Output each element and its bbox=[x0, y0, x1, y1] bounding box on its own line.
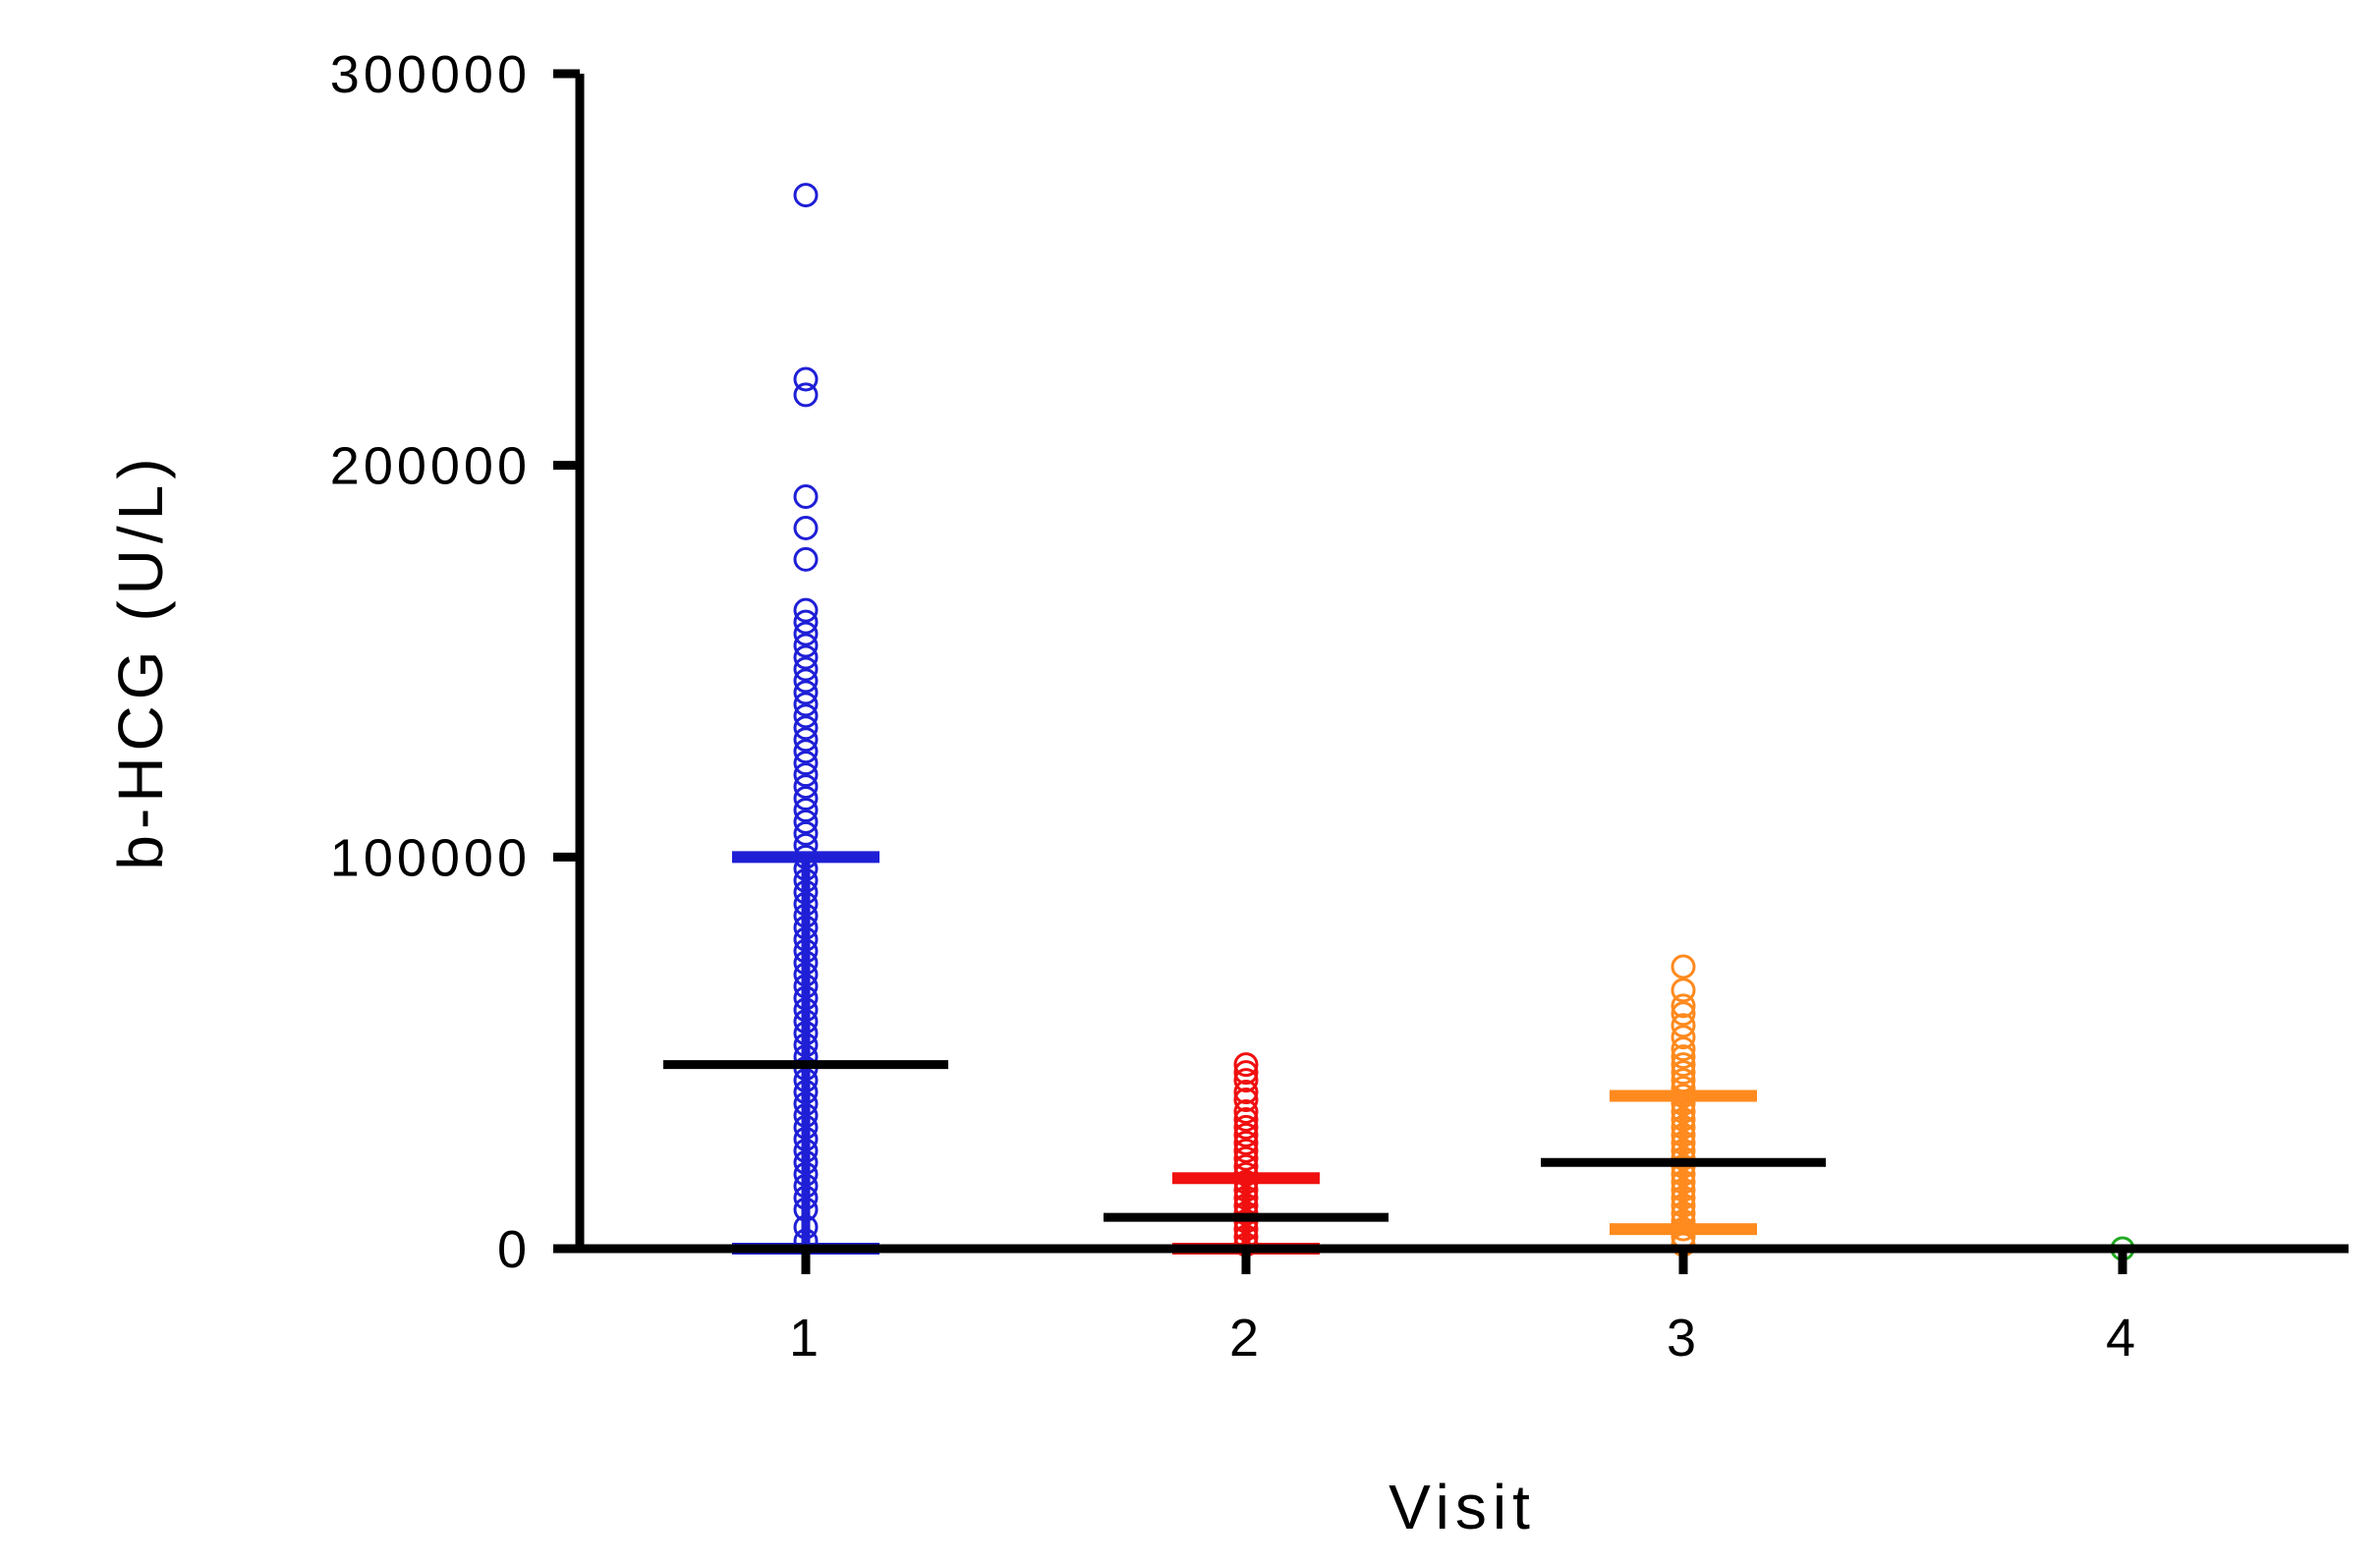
data-points bbox=[793, 183, 2135, 1261]
data-point bbox=[793, 809, 819, 834]
data-point bbox=[1233, 1146, 1259, 1171]
x-axis-title: Visit bbox=[1388, 1472, 1536, 1542]
data-point bbox=[793, 715, 819, 741]
data-point bbox=[1233, 1130, 1259, 1155]
data-point bbox=[1671, 978, 1696, 1003]
ticks: 0 100000 200000 300000 1 2 3 4 bbox=[330, 45, 2139, 1368]
data-point bbox=[793, 597, 819, 623]
x-tick-label: 3 bbox=[1667, 1309, 1700, 1368]
data-point bbox=[1233, 1060, 1259, 1086]
data-point bbox=[793, 762, 819, 788]
data-point bbox=[793, 703, 819, 729]
y-tick-label: 100000 bbox=[330, 828, 531, 887]
data-point bbox=[793, 797, 819, 822]
data-point bbox=[793, 621, 819, 646]
data-point bbox=[793, 609, 819, 635]
y-axis-title: b-HCG (U/L) bbox=[105, 452, 176, 869]
data-point bbox=[1233, 1052, 1259, 1078]
data-point bbox=[1233, 1122, 1259, 1147]
data-point bbox=[1233, 1106, 1259, 1132]
data-point bbox=[1233, 1080, 1259, 1105]
y-tick-label: 200000 bbox=[330, 437, 531, 496]
data-point bbox=[793, 515, 819, 540]
data-point bbox=[793, 656, 819, 682]
data-point bbox=[1671, 1013, 1696, 1038]
data-point bbox=[1671, 1052, 1696, 1078]
x-tick-label: 2 bbox=[1229, 1309, 1263, 1368]
data-point bbox=[793, 820, 819, 846]
data-point bbox=[1671, 1044, 1696, 1070]
data-point bbox=[793, 183, 819, 208]
data-point bbox=[1671, 1025, 1696, 1050]
data-point bbox=[793, 366, 819, 392]
data-point bbox=[793, 774, 819, 800]
data-point bbox=[793, 644, 819, 670]
x-tick-label: 1 bbox=[789, 1309, 822, 1368]
data-point bbox=[793, 751, 819, 776]
data-point bbox=[793, 668, 819, 694]
data-point bbox=[1233, 1114, 1259, 1140]
data-point bbox=[1671, 1060, 1696, 1086]
y-tick-label: 0 bbox=[497, 1220, 531, 1279]
data-point bbox=[793, 680, 819, 705]
data-point bbox=[1671, 954, 1696, 979]
axes bbox=[553, 74, 2349, 1254]
y-tick-label: 300000 bbox=[330, 45, 531, 104]
data-point bbox=[793, 692, 819, 717]
data-point bbox=[1671, 1036, 1696, 1062]
data-point bbox=[793, 739, 819, 764]
data-point bbox=[793, 484, 819, 510]
data-point bbox=[793, 727, 819, 753]
data-point bbox=[1671, 1001, 1696, 1027]
data-point bbox=[793, 633, 819, 658]
data-point bbox=[1233, 1088, 1259, 1113]
data-point bbox=[1233, 1068, 1259, 1093]
data-point bbox=[1233, 1138, 1259, 1163]
data-point bbox=[793, 786, 819, 811]
data-point bbox=[793, 382, 819, 408]
data-point bbox=[793, 546, 819, 572]
x-tick-label: 4 bbox=[2106, 1309, 2139, 1368]
data-point bbox=[1233, 1098, 1259, 1124]
data-point bbox=[1671, 993, 1696, 1019]
